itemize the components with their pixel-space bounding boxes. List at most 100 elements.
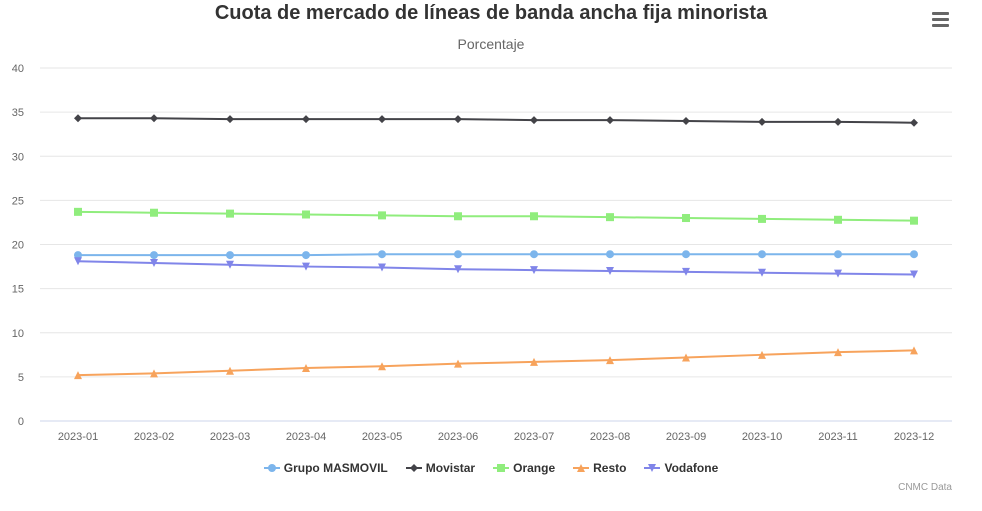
- data-point-grupo-masmovil: [682, 250, 690, 259]
- x-tick-label: 2023-01: [58, 431, 98, 443]
- data-point-resto: [226, 366, 234, 375]
- y-tick-label: 20: [12, 240, 24, 252]
- x-tick-label: 2023-02: [134, 431, 174, 443]
- data-point-orange: [910, 216, 918, 225]
- x-tick-label: 2023-06: [438, 431, 478, 443]
- y-tick-label: 10: [12, 328, 24, 340]
- data-point-orange: [454, 212, 462, 221]
- data-point-movistar: [74, 114, 82, 123]
- data-point-resto: [378, 362, 386, 371]
- data-point-movistar: [150, 114, 158, 123]
- data-point-resto: [834, 348, 842, 357]
- data-point-resto: [74, 371, 82, 380]
- data-point-grupo-masmovil: [454, 250, 462, 259]
- data-point-orange: [226, 209, 234, 218]
- data-point-movistar: [226, 115, 234, 124]
- legend-label: Movistar: [425, 461, 476, 475]
- x-tick-label: 2023-11: [818, 431, 858, 443]
- y-tick-label: 30: [12, 151, 24, 163]
- x-tick-label: 2023-10: [742, 431, 782, 443]
- data-point-movistar: [302, 115, 310, 124]
- data-point-grupo-masmovil: [74, 251, 82, 260]
- data-point-vodafone: [378, 263, 386, 272]
- data-point-movistar: [682, 116, 690, 125]
- data-point-orange: [530, 212, 538, 221]
- legend-label: Resto: [593, 461, 627, 475]
- legend-marker: [409, 464, 418, 472]
- data-point-vodafone: [606, 266, 614, 275]
- x-tick-label: 2023-07: [514, 431, 554, 443]
- x-tick-label: 2023-12: [894, 431, 934, 443]
- data-point-resto: [530, 357, 538, 366]
- legend-marker: [267, 464, 276, 472]
- legend-symbol: [263, 464, 280, 472]
- data-point-vodafone: [150, 259, 158, 268]
- data-point-movistar: [834, 117, 842, 126]
- data-point-movistar: [606, 116, 614, 125]
- series-line-resto: [77, 349, 915, 377]
- data-point-resto: [758, 350, 766, 359]
- legend-label: Vodafone: [664, 461, 719, 475]
- menu-bar: [931, 17, 949, 21]
- data-point-movistar: [910, 118, 918, 127]
- data-point-grupo-masmovil: [302, 251, 310, 260]
- y-tick-label: 25: [12, 195, 24, 207]
- chart-legend: Grupo MASMOVIL Movistar Orange Resto Vodafon…: [0, 461, 982, 475]
- data-point-grupo-masmovil: [150, 251, 158, 260]
- data-point-vodafone: [530, 266, 538, 275]
- y-tick-label: 40: [12, 63, 24, 75]
- x-tick-label: 2023-04: [286, 431, 326, 443]
- data-point-orange: [150, 208, 158, 217]
- data-point-movistar: [378, 115, 386, 124]
- data-point-vodafone: [226, 260, 234, 269]
- data-point-orange: [378, 211, 386, 220]
- data-point-orange: [302, 210, 310, 219]
- legend-item-grupo-masmovil[interactable]: Grupo MASMOVIL: [263, 461, 388, 475]
- data-point-movistar: [758, 117, 766, 126]
- data-point-vodafone: [834, 269, 842, 278]
- x-tick-label: 2023-03: [210, 431, 250, 443]
- data-point-vodafone: [74, 257, 82, 266]
- chart-title: Cuota de mercado de líneas de banda anch…: [214, 2, 768, 24]
- x-tick-label: 2023-09: [666, 431, 706, 443]
- data-point-resto: [302, 364, 310, 373]
- data-point-grupo-masmovil: [226, 251, 234, 260]
- data-point-vodafone: [454, 265, 462, 274]
- y-tick-label: 0: [18, 416, 24, 428]
- legend-symbol: [493, 464, 510, 472]
- data-point-vodafone: [302, 262, 310, 271]
- series-line-movistar: [78, 117, 915, 124]
- legend-symbol: [405, 464, 422, 472]
- legend-symbol: [573, 464, 590, 472]
- legend-item-movistar[interactable]: Movistar: [405, 461, 476, 475]
- menu-bar: [931, 23, 949, 27]
- legend-symbol: [644, 464, 661, 472]
- y-tick-label: 15: [12, 284, 24, 296]
- legend-item-resto[interactable]: Resto: [573, 461, 626, 475]
- legend-item-vodafone[interactable]: Vodafone: [644, 461, 718, 475]
- data-point-grupo-masmovil: [606, 250, 614, 259]
- data-point-orange: [758, 214, 766, 223]
- data-point-movistar: [530, 116, 538, 125]
- x-tick-label: 2023-08: [590, 431, 630, 443]
- data-point-grupo-masmovil: [378, 250, 386, 259]
- data-point-orange: [834, 215, 842, 224]
- series-line-orange: [77, 210, 915, 222]
- data-point-vodafone: [682, 267, 690, 276]
- data-point-grupo-masmovil: [530, 250, 538, 259]
- hamburger-menu-icon[interactable]: [926, 8, 954, 30]
- data-point-orange: [682, 214, 690, 223]
- legend-item-orange[interactable]: Orange: [493, 461, 555, 475]
- data-point-resto: [454, 359, 462, 368]
- legend-marker: [497, 464, 506, 472]
- series-line-grupo-masmovil: [78, 253, 914, 257]
- data-point-orange: [74, 207, 82, 216]
- y-tick-label: 35: [12, 107, 24, 119]
- data-point-resto: [910, 346, 918, 355]
- data-point-resto: [606, 356, 614, 365]
- data-point-orange: [606, 213, 614, 222]
- data-point-movistar: [454, 115, 462, 124]
- menu-bar: [931, 11, 949, 15]
- credits-link[interactable]: CNMC Data: [898, 482, 952, 493]
